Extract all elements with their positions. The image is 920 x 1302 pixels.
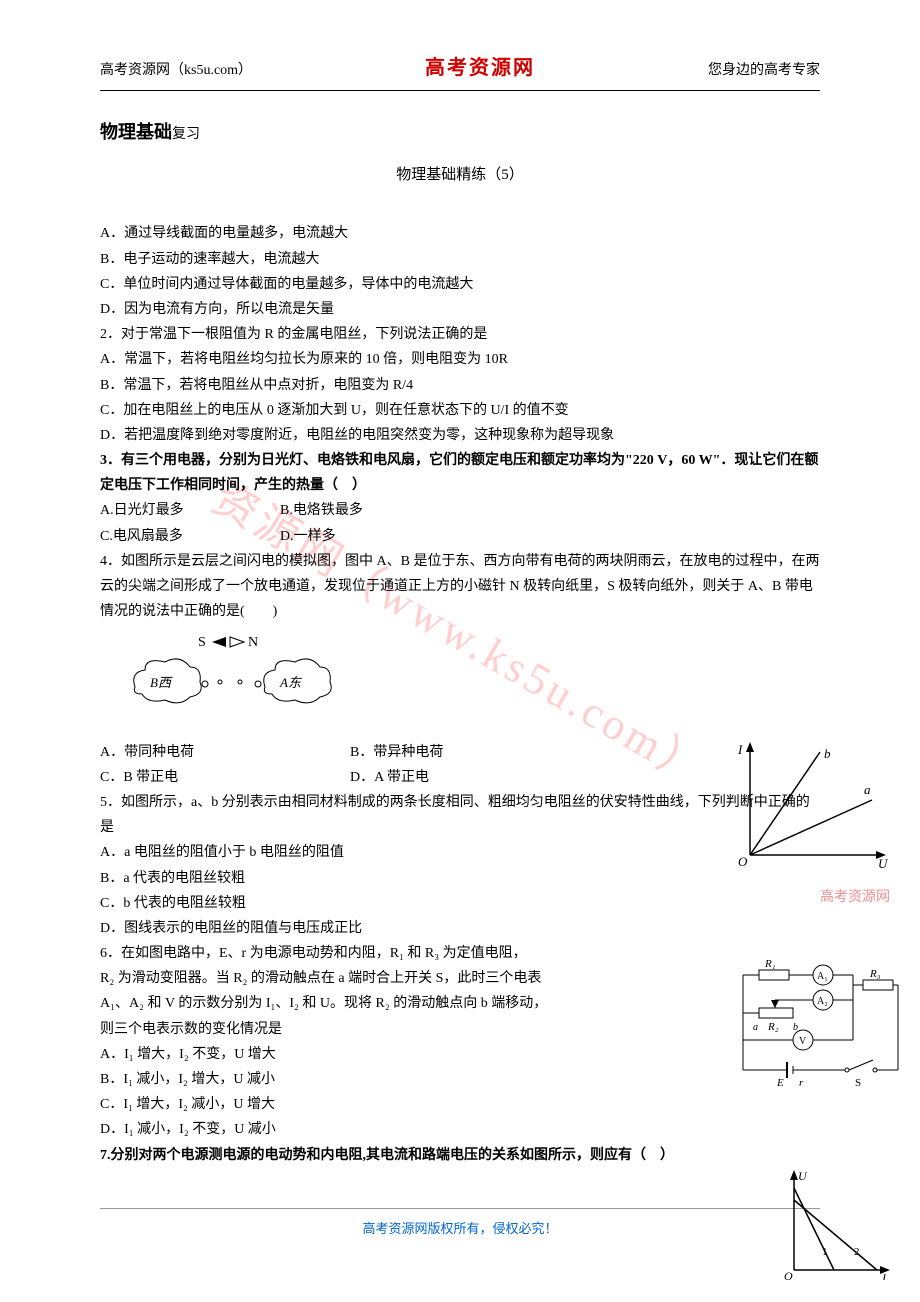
footer: 高考资源网版权所有，侵权必究！ — [100, 1208, 820, 1240]
header-left: 高考资源网（ks5u.com） — [100, 58, 252, 83]
q6-stem2: R₂ 为滑动变阻器。当 R₂ 的滑动触点在 a 端时合上开关 S，此时三个电表 — [100, 966, 820, 991]
ui-line1-label: 1 — [822, 1246, 828, 1258]
q6-opt-d: D．I₁ 减小，I₂ 不变，U 减小 — [100, 1117, 820, 1142]
q4-row2: C．B 带正电 D．A 带正电 — [100, 765, 820, 790]
spark-2-icon — [218, 680, 222, 684]
r3-icon — [863, 980, 893, 990]
q6-stem3: A₁、A₂ 和 V 的示数分别为 I₁、I₂ 和 U。现将 R₂ 的滑动触点向 … — [100, 991, 820, 1016]
ui-y-arrow-icon — [790, 1170, 798, 1180]
q4-stem: 4．如图所示是云层之间闪电的模拟图，图中 A、B 是位于东、西方向带有电荷的两块… — [100, 549, 820, 625]
doc-subtitle: 物理基础精练（5） — [100, 162, 820, 189]
compass-n: N — [248, 635, 258, 650]
switch-arm-icon — [849, 1060, 873, 1070]
q2-opt-c: C．加在电阻丝上的电压从 0 逐渐加大到 U，则在任意状态下的 U/I 的值不变 — [100, 398, 820, 423]
cloud-diagram: S N B西 A东 — [120, 632, 340, 722]
q5-stem: 5．如图所示，a、b 分别表示由相同材料制成的两条长度相同、粗细均匀电阻丝的伏安… — [100, 790, 820, 840]
spark-3-icon — [238, 680, 242, 684]
q5-opt-b: B．a 代表的电阻丝较粗 — [100, 866, 820, 891]
cloud-b-label: B西 — [150, 675, 173, 690]
ui-origin: O — [784, 1269, 793, 1280]
q2-stem: 2．对于常温下一根阻值为 R 的金属电阻丝，下列说法正确的是 — [100, 322, 820, 347]
q3-opt-a: A.日光灯最多 — [100, 498, 240, 523]
q4-row1: A．带同种电荷 B．带异种电荷 — [100, 740, 820, 765]
r3-label: R₃ — [869, 968, 881, 980]
q6-stem1: 6．在如图电路中，E、r 为电源电动势和内阻，R₁ 和 R₃ 为定值电阻， — [100, 941, 820, 966]
iv-watermark: 高考资源网 — [820, 885, 890, 910]
q6-opt-b: B．I₁ 减小，I₂ 增大，U 减小 — [100, 1067, 820, 1092]
q1-options: A．通过导线截面的电量越多，电流越大 B．电子运动的速率越大，电流越大 C．单位… — [100, 221, 820, 322]
compass-s: S — [198, 635, 206, 650]
line-b-label: b — [824, 746, 831, 761]
q3-stem: 3．有三个用电器，分别为日光灯、电烙铁和电风扇，它们的额定电压和额定功率均为"2… — [100, 448, 820, 498]
q6-stem4: 则三个电表示数的变化情况是 — [100, 1017, 820, 1042]
q4-opt-a: A．带同种电荷 — [100, 740, 310, 765]
q6-opt-a: A．I₁ 增大，I₂ 不变，U 增大 — [100, 1042, 820, 1067]
page-header: 高考资源网（ks5u.com） 高考资源网 您身边的高考专家 — [100, 50, 820, 91]
spark-1-icon — [202, 681, 208, 687]
switch-node1-icon — [845, 1068, 849, 1072]
q4-opt-b: B．带异种电荷 — [350, 740, 490, 765]
q3-opt-c: C.电风扇最多 — [100, 524, 240, 549]
ui-chart: U I O 1 2 — [782, 1170, 892, 1280]
compass-right-icon — [230, 637, 244, 647]
q1-opt-d: D．因为电流有方向，所以电流是矢量 — [100, 297, 820, 322]
q2-opt-d: D．若把温度降到绝对零度附近，电阻丝的电阻突然变为零，这种现象称为超导现象 — [100, 423, 820, 448]
ui-x-label: I — [881, 1271, 887, 1280]
s-label: S — [855, 1077, 861, 1089]
q1-opt-c: C．单位时间内通过导体截面的电量越多，导体中的电流越大 — [100, 272, 820, 297]
title-suffix: 复习 — [172, 127, 200, 142]
q4-opt-c: C．B 带正电 — [100, 765, 310, 790]
q3-row1: A.日光灯最多 B.电烙铁最多 — [100, 498, 820, 523]
q5-opt-d: D．图线表示的电阻丝的阻值与电压成正比 — [100, 916, 820, 941]
ui-line2 — [794, 1200, 877, 1270]
q3-opt-b: B.电烙铁最多 — [280, 498, 420, 523]
title-main: 物理基础 — [100, 122, 172, 142]
q5-opt-c: C．b 代表的电阻丝较粗 — [100, 891, 820, 916]
header-center: 高考资源网 — [425, 50, 535, 86]
x-label: U — [878, 856, 889, 870]
q2-opt-a: A．常温下，若将电阻丝均匀拉长为原来的 10 倍，则电阻变为 10R — [100, 347, 820, 372]
q7-stem: 7.分别对两个电源测电源的电动势和内电阻,其电流和路端电压的关系如图所示，则应有… — [100, 1143, 820, 1168]
q1-opt-b: B．电子运动的速率越大，电流越大 — [100, 247, 820, 272]
content: A．通过导线截面的电量越多，电流越大 B．电子运动的速率越大，电流越大 C．单位… — [100, 221, 820, 1167]
compass-left-icon — [212, 637, 226, 647]
q3-row2: C.电风扇最多 D.一样多 — [100, 524, 820, 549]
spark-4-icon — [255, 681, 261, 687]
doc-title: 物理基础复习 — [100, 116, 820, 148]
switch-node2-icon — [873, 1068, 877, 1072]
q4-opt-d: D．A 带正电 — [350, 765, 490, 790]
q3-opt-d: D.一样多 — [280, 524, 420, 549]
q2-opt-b: B．常温下，若将电阻丝从中点对折，电阻变为 R/4 — [100, 373, 820, 398]
q1-opt-a: A．通过导线截面的电量越多，电流越大 — [100, 221, 820, 246]
line-a-label: a — [864, 782, 871, 797]
q5-opt-a: A．a 电阻丝的阻值小于 b 电阻丝的阻值 — [100, 840, 820, 865]
ui-y-label: U — [798, 1170, 808, 1183]
header-right: 您身边的高考专家 — [708, 58, 820, 83]
q6-opt-c: C．I₁ 增大，I₂ 减小，U 增大 — [100, 1092, 820, 1117]
cloud-a-label: A东 — [279, 675, 303, 690]
ui-line2-label: 2 — [854, 1246, 860, 1258]
